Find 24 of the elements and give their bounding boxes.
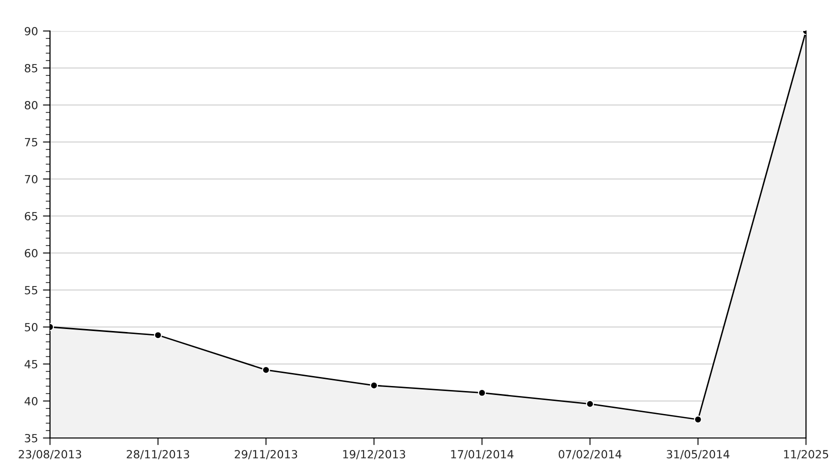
y-tick-label: 65 <box>24 212 38 220</box>
y-tick-label: 55 <box>24 286 38 294</box>
point <box>154 331 162 340</box>
y-tick-label: 40 <box>24 396 38 406</box>
y-tick-label: 70 <box>24 174 38 184</box>
x-tick-label: 23/08/2013 <box>18 450 82 460</box>
point <box>586 400 594 408</box>
x-tick-label: 19/12/2013 <box>343 450 406 460</box>
y-tick-label: 50 <box>24 322 38 332</box>
point <box>478 388 486 397</box>
x-tick-label: 07/02/2014 <box>558 450 622 460</box>
x-tick-label: 31/05/2014 <box>666 450 730 460</box>
x-tick-label: 17/01/2014 <box>451 450 514 460</box>
y-tick-label: 60 <box>24 248 38 258</box>
y-tick-label: 90 <box>24 26 38 36</box>
y-tick-label: 80 <box>24 100 38 110</box>
x-tick-label: 11/2025 <box>784 450 828 460</box>
x-tick-label: 28/11/2013 <box>126 450 190 460</box>
y-tick-label: 35 <box>24 434 38 442</box>
y-tick-label: 45 <box>24 360 38 368</box>
point <box>694 416 702 424</box>
x-tick-label: 29/11/2013 <box>234 450 298 460</box>
y-tick-label: 75 <box>24 138 38 146</box>
y-tick-label: 85 <box>24 64 38 72</box>
